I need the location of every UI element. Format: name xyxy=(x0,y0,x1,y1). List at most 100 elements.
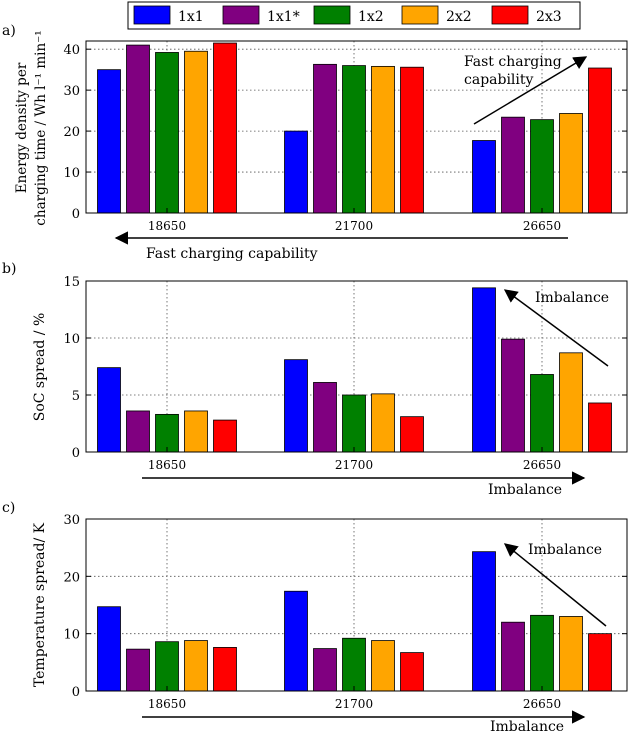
bar-1-2x2-18650 xyxy=(184,410,208,453)
bar-1-1x1*-21700 xyxy=(313,382,337,453)
bar-1-1x1-26650 xyxy=(472,287,496,453)
ytick-label-1-3: 15 xyxy=(63,275,80,290)
bar-1-2x3-18650 xyxy=(213,419,237,453)
legend-label-0: 1x1 xyxy=(178,9,204,25)
bar-2-2x3-26650 xyxy=(588,633,612,692)
bar-0-2x3-21700 xyxy=(400,66,424,214)
bar-0-1x2-18650 xyxy=(155,52,179,214)
bar-2-2x3-21700 xyxy=(400,652,424,692)
legend-swatch-4 xyxy=(491,5,529,25)
bar-0-2x2-18650 xyxy=(184,50,208,214)
xtick-label-2-1: 21700 xyxy=(335,697,373,711)
xtick-label-2-0: 18650 xyxy=(148,697,186,711)
bar-2-1x2-26650 xyxy=(530,614,554,692)
bar-1-2x3-26650 xyxy=(588,402,612,453)
bar-1-1x2-26650 xyxy=(530,374,554,453)
bar-1-2x2-21700 xyxy=(371,393,395,453)
bar-1-1x1*-26650 xyxy=(501,338,525,453)
bar-0-1x1-21700 xyxy=(284,130,308,214)
annotation-a-line1: Fast charging xyxy=(464,54,562,70)
legend: 1x1 1x1* 1x2 2x2 2x3 xyxy=(127,1,581,30)
bar-1-2x3-21700 xyxy=(400,416,424,453)
annotation-arrow-c xyxy=(503,543,607,627)
ytick-label-2-2: 20 xyxy=(63,570,80,585)
panel-c: c) Temperature spread/ K 0 10 20 30 18650 217… xyxy=(2,500,628,733)
bar-2-1x1-26650 xyxy=(472,551,496,692)
bar-2-1x1*-21700 xyxy=(313,648,337,692)
bar-0-2x2-26650 xyxy=(559,113,583,214)
ytick-label-0-0: 0 xyxy=(72,207,80,222)
legend-swatch-0 xyxy=(133,5,171,25)
annotation-c: Imbalance xyxy=(528,542,602,558)
plot-frame-2 xyxy=(85,518,628,692)
ytick-label-1-1: 5 xyxy=(72,389,80,404)
ylabel-c: Temperature spread/ K xyxy=(32,522,48,687)
bar-0-1x1-18650 xyxy=(97,69,121,214)
ylabel-b: SoC spread / % xyxy=(32,313,48,422)
ytick-label-2-1: 10 xyxy=(63,628,80,643)
bar-0-1x1*-26650 xyxy=(501,116,525,214)
legend-label-2: 1x2 xyxy=(358,9,384,25)
xtick-label-0-2: 26650 xyxy=(523,219,561,233)
bar-2-1x1-21700 xyxy=(284,590,308,692)
xtick-label-0-1: 21700 xyxy=(335,219,373,233)
panel-a: a) Energy density per charging time / Wh… xyxy=(2,23,628,262)
ytick-label-0-2: 20 xyxy=(63,125,80,140)
bar-1-1x1-18650 xyxy=(97,367,121,453)
legend-swatch-1 xyxy=(222,5,260,25)
ytick-label-0-1: 10 xyxy=(63,166,80,181)
xtick-label-1-1: 21700 xyxy=(335,458,373,472)
ytick-label-2-0: 0 xyxy=(72,685,80,700)
panel-label-b: b) xyxy=(2,261,16,277)
bar-1-1x2-18650 xyxy=(155,413,179,453)
bar-2-2x2-18650 xyxy=(184,640,208,692)
bar-2-2x2-26650 xyxy=(559,616,583,692)
below-axis-label-c: Imbalance xyxy=(490,719,564,733)
ylabel-a-line2: charging time / Wh l⁻¹ min⁻¹ xyxy=(33,30,49,225)
xtick-label-1-2: 26650 xyxy=(523,458,561,472)
bar-2-1x1-18650 xyxy=(97,606,121,692)
below-axis-label-a: Fast charging capability xyxy=(146,246,318,262)
bar-0-2x2-21700 xyxy=(371,65,395,214)
ylabel-a-line1: Energy density per xyxy=(14,62,30,193)
legend-label-1: 1x1* xyxy=(267,9,300,25)
annotation-arrow-b xyxy=(503,289,609,367)
bar-0-2x3-26650 xyxy=(588,67,612,214)
annotation-arrow-a xyxy=(473,56,588,125)
bar-2-1x1*-18650 xyxy=(126,648,150,692)
panel-label-c: c) xyxy=(2,500,15,516)
bar-2-1x2-18650 xyxy=(155,641,179,692)
bar-0-1x2-26650 xyxy=(530,119,554,214)
legend-swatch-3 xyxy=(401,5,439,25)
bar-2-2x2-21700 xyxy=(371,640,395,692)
annotation-a-line2: capability xyxy=(464,72,534,88)
legend-label-3: 2x2 xyxy=(446,9,472,25)
bar-1-2x2-26650 xyxy=(559,352,583,453)
bar-1-1x2-21700 xyxy=(342,394,366,453)
below-axis-label-b: Imbalance xyxy=(488,482,562,498)
ytick-label-0-3: 30 xyxy=(63,84,80,99)
bar-2-1x1*-26650 xyxy=(501,621,525,692)
ytick-label-2-3: 30 xyxy=(63,513,80,528)
xtick-label-0-0: 18650 xyxy=(148,219,186,233)
xtick-label-1-0: 18650 xyxy=(148,458,186,472)
bar-2-2x3-18650 xyxy=(213,647,237,692)
bar-1-1x1*-18650 xyxy=(126,410,150,453)
bar-0-1x1*-18650 xyxy=(126,44,150,214)
plot-frame-0 xyxy=(85,40,628,214)
bar-2-1x2-21700 xyxy=(342,637,366,692)
plot-frame-1 xyxy=(85,280,628,453)
xtick-label-2-2: 26650 xyxy=(523,697,561,711)
bar-1-1x1-21700 xyxy=(284,359,308,453)
ytick-label-0-4: 40 xyxy=(63,43,80,58)
bar-0-2x3-18650 xyxy=(213,42,237,214)
legend-label-4: 2x3 xyxy=(536,9,562,25)
legend-swatch-2 xyxy=(313,5,351,25)
bar-0-1x2-21700 xyxy=(342,65,366,214)
bar-0-1x1*-21700 xyxy=(313,63,337,214)
bar-0-1x1-26650 xyxy=(472,140,496,214)
annotation-b: Imbalance xyxy=(535,290,609,306)
ytick-label-1-0: 0 xyxy=(72,446,80,461)
